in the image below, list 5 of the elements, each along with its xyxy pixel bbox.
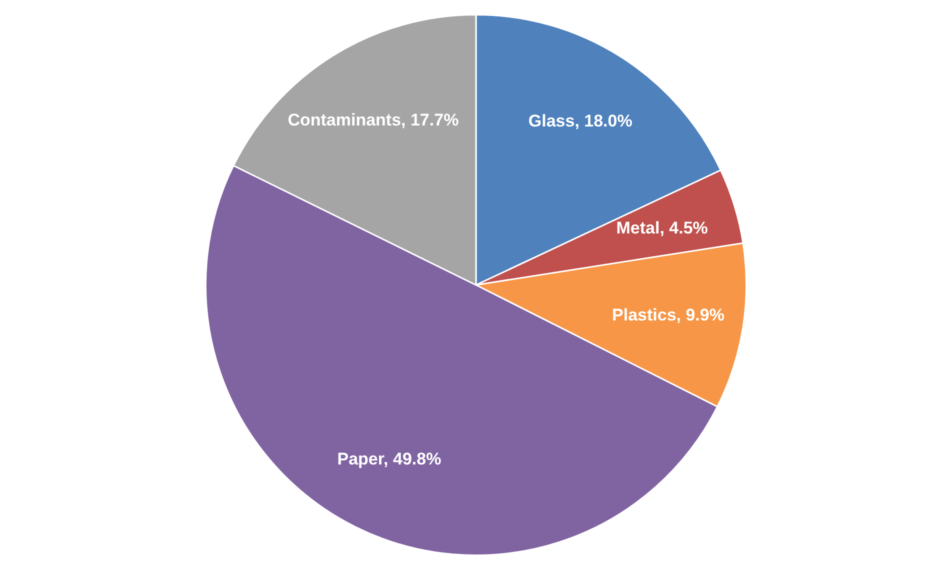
- slice-label: Metal, 4.5%: [616, 218, 708, 238]
- slice-label: Contaminants, 17.7%: [288, 110, 459, 130]
- slice-label: Glass, 18.0%: [528, 111, 632, 130]
- slice-label: Paper, 49.8%: [337, 450, 442, 469]
- slice-label: Plastics, 9.9%: [612, 306, 724, 325]
